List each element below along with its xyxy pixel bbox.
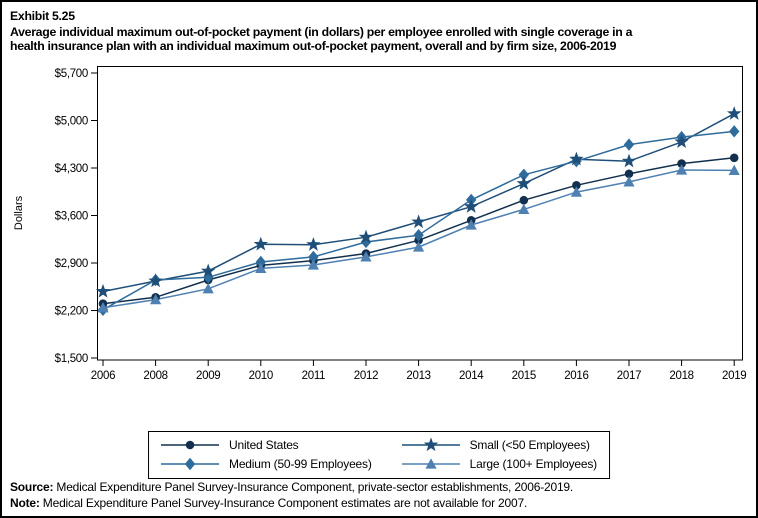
x-tick-label: 2010 — [249, 370, 273, 382]
diamond-marker — [518, 168, 529, 181]
star-marker — [621, 153, 637, 168]
legend-item: United States — [159, 436, 372, 454]
x-tick-label: 2013 — [406, 370, 430, 382]
triangle-marker — [255, 262, 267, 274]
x-tick-label: 2011 — [302, 370, 326, 382]
legend-label: United States — [229, 438, 299, 452]
series-line-star — [102, 113, 735, 293]
x-tick-label: 2012 — [354, 370, 378, 382]
triangle-marker — [676, 164, 688, 175]
chart-title-line1: Average individual maximum out-of-pocket… — [10, 24, 633, 39]
x-tick-label: 2014 — [459, 370, 484, 382]
chart-title-line2: health insurance plan with an individual… — [10, 39, 617, 53]
circle-marker — [677, 159, 686, 168]
star-marker — [423, 437, 438, 452]
y-axis-label: Dollars — [13, 195, 25, 230]
y-tick-label: $5,700 — [55, 68, 88, 80]
star-marker — [463, 199, 479, 213]
circle-legend-icon — [161, 440, 220, 450]
star-marker — [200, 263, 216, 278]
star-marker — [95, 283, 111, 298]
y-tick-label: $2,200 — [55, 306, 88, 318]
source-text: Medical Expenditure Panel Survey-Insuran… — [53, 480, 574, 494]
star-marker — [148, 273, 163, 288]
legend-label: Medium (50-99 Employees) — [229, 457, 372, 471]
footer: Source: Medical Expenditure Panel Survey… — [10, 479, 750, 511]
star-marker — [411, 214, 426, 229]
triangle-marker — [413, 241, 425, 252]
star-marker — [306, 237, 321, 251]
series-markers-triangle — [97, 164, 740, 313]
note-label: Note: — [10, 496, 40, 510]
circle-marker — [572, 181, 581, 190]
triangle-marker — [97, 301, 109, 313]
x-tick-label: 2019 — [722, 370, 746, 382]
star-marker — [726, 106, 742, 120]
x-tick-label: 2016 — [564, 370, 588, 382]
exhibit-number: Exhibit 5.25 — [10, 9, 75, 23]
chart-area: Dollars $1,500 $2,200 $2,900 $3,600 $4,300 $5,… — [2, 2, 756, 432]
star-legend-icon — [401, 437, 460, 452]
x-tick-label: 2008 — [143, 370, 167, 382]
x-tick-label: 2017 — [617, 370, 641, 382]
y-tick-label: $4,300 — [55, 163, 88, 175]
diamond-marker — [255, 255, 266, 269]
legend-label: Small (<50 Employees) — [469, 438, 590, 452]
diamond-marker — [623, 138, 635, 151]
circle-marker — [519, 195, 529, 205]
triangle-marker — [150, 293, 162, 305]
triangle-marker — [518, 203, 530, 214]
x-tick-label: 2009 — [196, 370, 220, 382]
series-markers-star — [95, 106, 742, 298]
source-line: Source: Medical Expenditure Panel Survey… — [10, 479, 750, 495]
star-marker — [253, 236, 269, 251]
legend-item: Large (100+ Employees) — [400, 455, 597, 473]
title-block: Exhibit 5.25 Average individual maximum … — [10, 9, 750, 54]
triangle-legend-icon — [401, 458, 460, 469]
legend-label: Large (100+ Employees) — [469, 457, 598, 471]
x-tick-label: 2006 — [91, 370, 115, 382]
x-axis-ticks: 2006 2008 2009 2010 2011 2012 2013 2014 2015 2016… — [91, 360, 747, 382]
source-label: Source: — [10, 480, 54, 494]
star-marker — [674, 134, 689, 149]
diamond-legend-icon — [161, 457, 220, 471]
circle-marker — [185, 440, 195, 450]
triangle-marker — [623, 176, 635, 187]
note-text: Medical Expenditure Panel Survey-Insuran… — [39, 496, 528, 510]
legend: United States Small (<50 Employees) Medium… — [148, 431, 610, 479]
note-line: Note: Medical Expenditure Panel Survey-I… — [10, 495, 750, 511]
triangle-marker — [728, 164, 740, 175]
diamond-marker — [413, 228, 424, 242]
star-marker — [358, 229, 374, 244]
y-tick-label: $3,600 — [55, 211, 88, 223]
circle-marker — [624, 169, 634, 179]
triangle-marker — [360, 251, 372, 262]
triangle-marker — [465, 219, 477, 230]
y-axis-ticks: $1,500 $2,200 $2,900 $3,600 $4,300 $5,000 $5,7… — [55, 68, 98, 365]
star-marker — [516, 176, 532, 190]
diamond-marker — [184, 457, 196, 471]
plot-box — [97, 66, 743, 361]
triangle-marker — [570, 186, 582, 197]
circle-marker — [729, 153, 739, 163]
x-tick-label: 2018 — [669, 370, 693, 382]
star-marker — [569, 151, 584, 166]
y-tick-label: $5,000 — [55, 116, 88, 128]
y-tick-label: $2,900 — [55, 258, 88, 270]
legend-item: Medium (50-99 Employees) — [159, 455, 372, 473]
y-tick-label: $1,500 — [55, 353, 88, 365]
legend-item: Small (<50 Employees) — [400, 436, 597, 454]
chart-svg: Dollars $1,500 $2,200 $2,900 $3,600 $4,300 $5,… — [13, 66, 747, 382]
diamond-marker — [729, 125, 740, 138]
x-tick-label: 2015 — [512, 370, 536, 382]
triangle-marker — [307, 259, 319, 270]
diamond-marker — [308, 250, 319, 264]
triangle-marker — [425, 458, 437, 469]
triangle-marker — [202, 282, 214, 294]
